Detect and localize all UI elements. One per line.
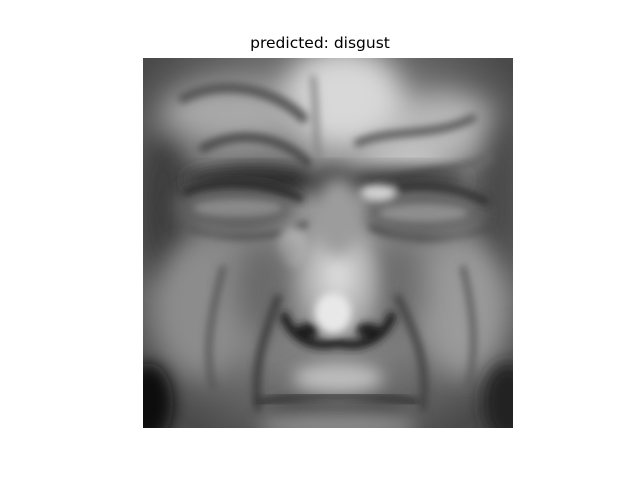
face-image-drawing bbox=[143, 58, 513, 428]
face-image bbox=[143, 58, 513, 428]
figure-title: predicted: disgust bbox=[250, 34, 390, 52]
